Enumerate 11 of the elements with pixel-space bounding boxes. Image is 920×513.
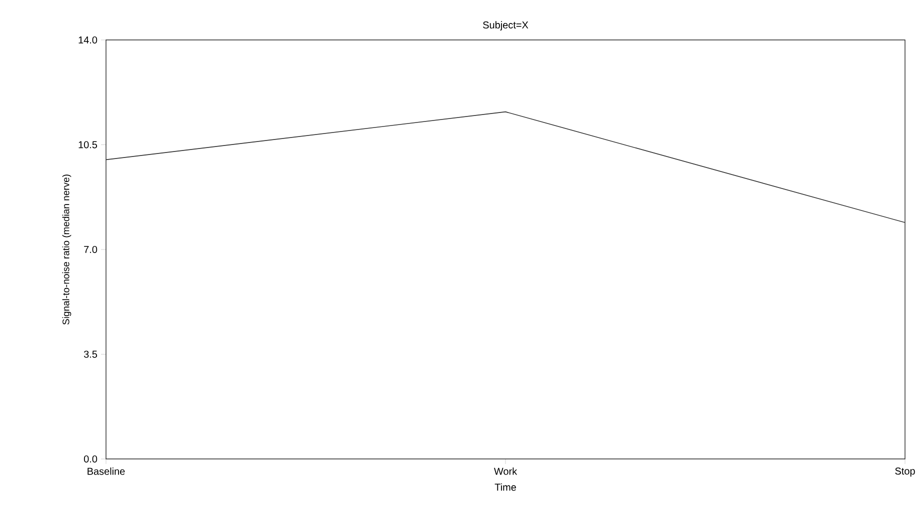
y-tick-label: 14.0 bbox=[78, 36, 98, 44]
y-axis-title: Signal-to-noise ratio (median nerve) bbox=[62, 174, 72, 325]
chart-title: Subject=X bbox=[483, 21, 528, 30]
y-tick-label: 7.0 bbox=[84, 246, 98, 254]
x-tick-label: Baseline bbox=[88, 468, 125, 475]
y-tick-label: 10.5 bbox=[78, 141, 98, 148]
x-axis-title: Time bbox=[494, 483, 516, 491]
x-tick-label: Stop bbox=[895, 468, 915, 477]
x-tick-label: Work bbox=[494, 468, 518, 475]
y-tick-label: 3.5 bbox=[84, 350, 98, 358]
y-tick-label: 0.0 bbox=[84, 455, 98, 463]
